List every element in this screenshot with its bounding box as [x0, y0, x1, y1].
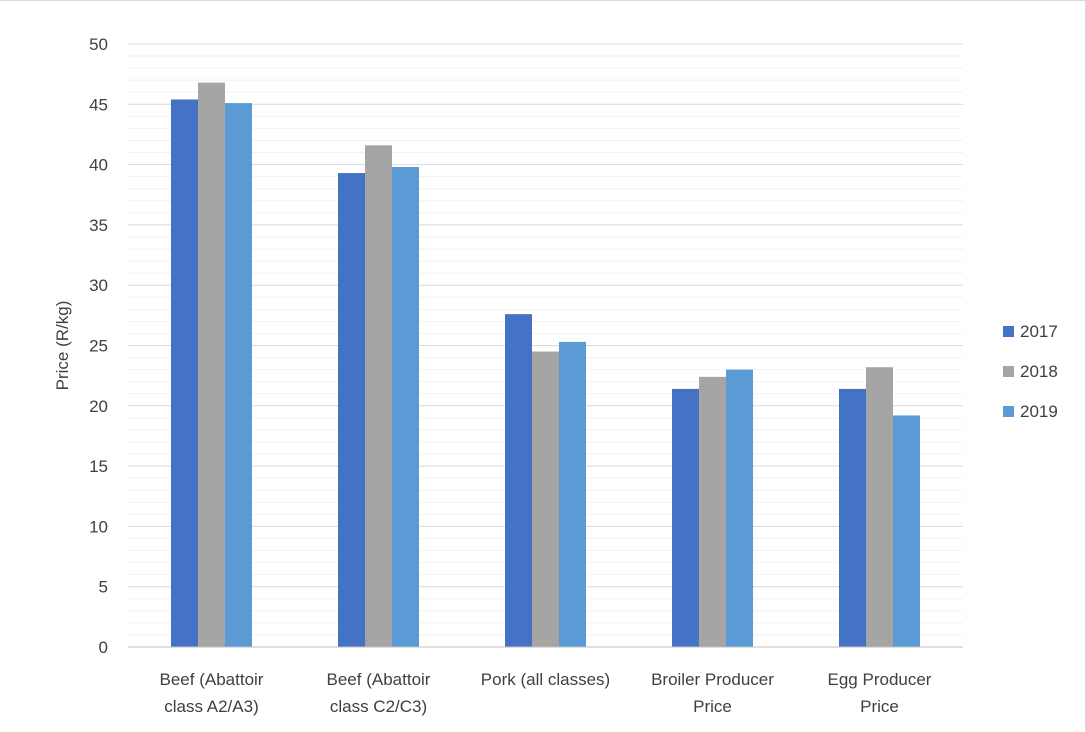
legend-swatch-2017 [1003, 326, 1014, 337]
bar-2019-2 [559, 341, 586, 647]
x-tick-label: Egg Producer [828, 670, 932, 689]
x-tick-label: Pork (all classes) [481, 670, 610, 689]
bar-2019-0 [225, 103, 252, 648]
bar-2019-1 [392, 167, 419, 647]
bar-2019-4 [893, 415, 920, 647]
y-tick-label: 20 [89, 397, 108, 416]
bar-2017-1 [338, 173, 365, 648]
x-tick-label: class A2/A3) [164, 697, 259, 716]
y-tick-label: 45 [89, 95, 108, 114]
bar-2018-3 [699, 376, 726, 647]
bar-2017-3 [672, 388, 699, 647]
bar-2017-0 [171, 99, 198, 647]
y-tick-label: 0 [99, 638, 108, 657]
x-tick-label: Beef (Abattoir [327, 670, 431, 689]
x-tick-label: Beef (Abattoir [160, 670, 264, 689]
y-tick-label: 35 [89, 216, 108, 235]
x-tick-label: Price [860, 697, 899, 716]
y-axis-title: Price (R/kg) [53, 301, 72, 391]
x-tick-label: Price [693, 697, 732, 716]
legend-swatch-2018 [1003, 366, 1014, 377]
bar-2017-2 [505, 314, 532, 647]
bar-2019-3 [726, 369, 753, 647]
bars [171, 82, 920, 648]
bar-2017-4 [839, 388, 866, 647]
bar-2018-1 [365, 145, 392, 647]
legend: 2017 2018 2019 [1003, 322, 1058, 421]
legend-label-2019: 2019 [1020, 402, 1058, 421]
y-tick-label: 15 [89, 457, 108, 476]
y-tick-label: 5 [99, 578, 108, 597]
y-tick-label: 40 [89, 156, 108, 175]
bar-2018-0 [198, 82, 225, 648]
y-tick-label: 25 [89, 337, 108, 356]
y-tick-label: 30 [89, 276, 108, 295]
legend-swatch-2019 [1003, 406, 1014, 417]
bar-2018-4 [866, 367, 893, 647]
x-tick-label: Broiler Producer [651, 670, 774, 689]
y-tick-label: 50 [89, 35, 108, 54]
axes: 0 5 10 15 20 25 30 35 40 45 50 Price (R/kg) Beef (Ab… [53, 35, 963, 716]
y-tick-label: 10 [89, 517, 108, 536]
bar-2018-2 [532, 351, 559, 647]
legend-label-2017: 2017 [1020, 322, 1058, 341]
legend-label-2018: 2018 [1020, 362, 1058, 381]
x-tick-label: class C2/C3) [330, 697, 427, 716]
